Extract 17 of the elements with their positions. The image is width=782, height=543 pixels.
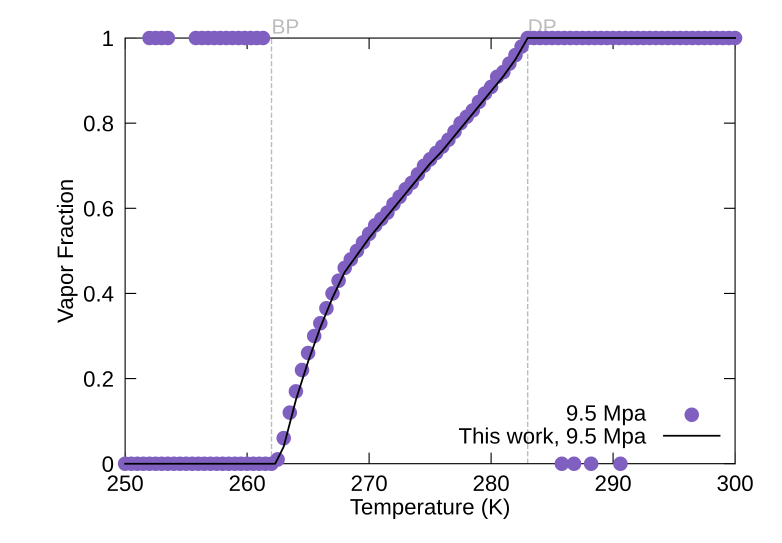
y-tick-label: 0	[102, 456, 114, 472]
ref-line-label: BP	[273, 19, 298, 34]
y-tick-label: 0.8	[84, 116, 114, 132]
x-tick-label: 250	[108, 475, 143, 492]
y-axis-title: Vapor Fraction	[56, 180, 78, 323]
y-tick-label: 1	[103, 30, 113, 46]
y-tick-label: 0.6	[84, 200, 114, 217]
x-tick-label: 290	[596, 475, 631, 492]
y-tick-label: 0.2	[84, 371, 113, 387]
legend-label: This work, 9.5 Mpa	[458, 427, 646, 448]
y-tick-label: 0.4	[84, 286, 114, 302]
x-axis-title: Temperature (K)	[350, 498, 509, 520]
x-tick-label: 300	[717, 475, 753, 492]
x-tick-label: 280	[474, 475, 509, 492]
legend-label: 9.5 Mpa	[566, 405, 646, 426]
x-tick-label: 270	[352, 475, 387, 492]
x-tick-label: 260	[230, 475, 265, 492]
